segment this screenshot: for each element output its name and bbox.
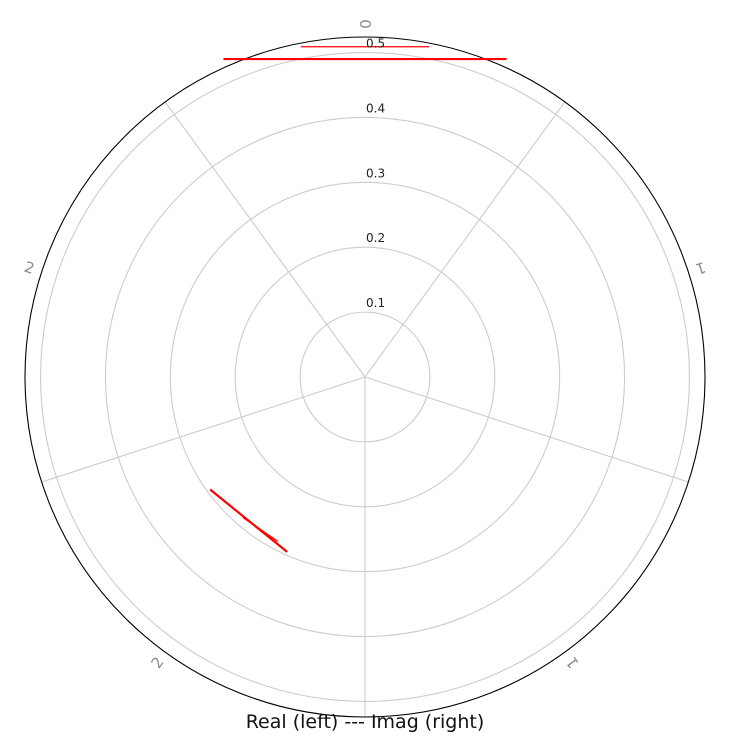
polar-grid: [24, 36, 706, 718]
r-tick-label: 0.1: [366, 296, 385, 310]
theta-tick-label: 0: [356, 19, 374, 29]
data-series: [209, 46, 507, 553]
polar-frame: [24, 36, 706, 718]
grid-spoke-5: [164, 101, 366, 378]
r-tick-label: 0.3: [366, 166, 385, 180]
grid-spoke-1: [364, 101, 566, 378]
theta-tick-label: 1: [562, 653, 582, 671]
theta-tick-label: 2: [22, 258, 37, 278]
data-segment-4: [242, 516, 278, 542]
theta-tick-label: 2: [147, 653, 167, 671]
theta-tick-label: 1: [693, 258, 708, 278]
r-tick-label: 0.5: [366, 37, 385, 51]
r-tick-label: 0.4: [366, 101, 385, 115]
grid-spoke-4: [41, 376, 366, 483]
grid-spoke-2: [364, 376, 689, 483]
r-tick-label: 0.2: [366, 231, 385, 245]
x-axis-label: Real (left) --- Imag (right): [246, 711, 485, 733]
